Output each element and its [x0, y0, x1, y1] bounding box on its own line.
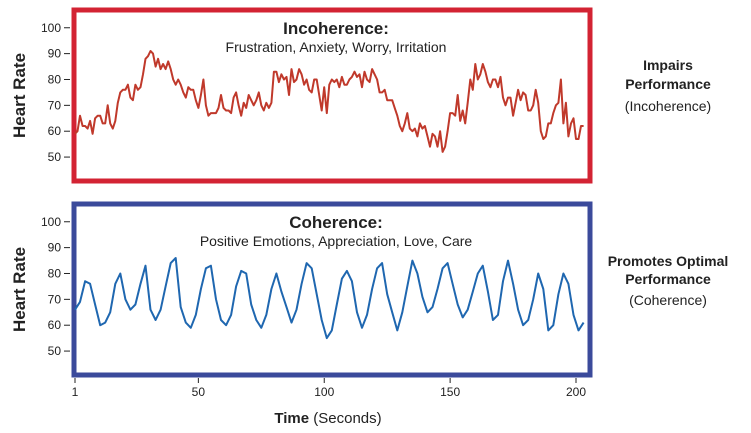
side-label: Impairs Performance (Incoherence) — [625, 57, 711, 114]
x-axis-label: Time (Seconds) — [274, 410, 381, 427]
y-tick-label-100: 100 — [41, 21, 61, 35]
panel-coherence: 50 60 70 80 90 100 Heart Rate Coherence:Positiv… — [10, 201, 729, 378]
y-tick-label-80: 80 — [48, 266, 62, 280]
x-tick-label-50: 50 — [192, 385, 206, 399]
panel-incoherence: 50 60 70 80 90 100 Heart Rate Incoherence:Frust… — [10, 7, 711, 184]
side-label-bold-0: Impairs — [643, 57, 693, 73]
heart-rate-series-line — [74, 257, 585, 340]
y-tick-label-70: 70 — [48, 98, 62, 112]
y-tick-label-90: 90 — [48, 241, 62, 255]
x-tick-label-100: 100 — [314, 385, 334, 399]
x-tick-label-1: 1 — [72, 385, 79, 399]
heart-rate-series-line — [74, 50, 584, 153]
y-tick-label-50: 50 — [48, 150, 62, 164]
side-label: Promotes Optimal Performance (Coherence) — [608, 253, 729, 308]
panel-subtitle: Positive Emotions, Appreciation, Love, C… — [200, 233, 473, 249]
y-axis-label: Heart Rate — [10, 247, 29, 332]
y-tick-label-60: 60 — [48, 318, 62, 332]
y-tick-label-80: 80 — [48, 72, 62, 86]
x-tick-label-150: 150 — [440, 385, 460, 399]
side-label-bold-0: Promotes Optimal — [608, 253, 729, 269]
y-tick-label-60: 60 — [48, 124, 62, 138]
side-label-bold-1: Performance — [625, 271, 711, 287]
y-tick-label-70: 70 — [48, 292, 62, 306]
x-tick-label-200: 200 — [566, 385, 586, 399]
y-axis-label: Heart Rate — [10, 53, 29, 138]
side-label-normal: (Incoherence) — [625, 98, 711, 114]
y-tick-label-50: 50 — [48, 344, 62, 358]
y-tick-label-90: 90 — [48, 47, 62, 61]
panel-border — [71, 201, 593, 378]
side-label-bold-1: Performance — [625, 76, 711, 92]
side-label-normal: (Coherence) — [629, 292, 707, 308]
panel-subtitle: Frustration, Anxiety, Worry, Irritation — [226, 39, 447, 55]
panel-border — [71, 7, 593, 184]
y-tick-label-100: 100 — [41, 215, 61, 229]
panel-title: Incoherence: — [283, 19, 389, 38]
panel-title: Coherence: — [289, 213, 383, 232]
